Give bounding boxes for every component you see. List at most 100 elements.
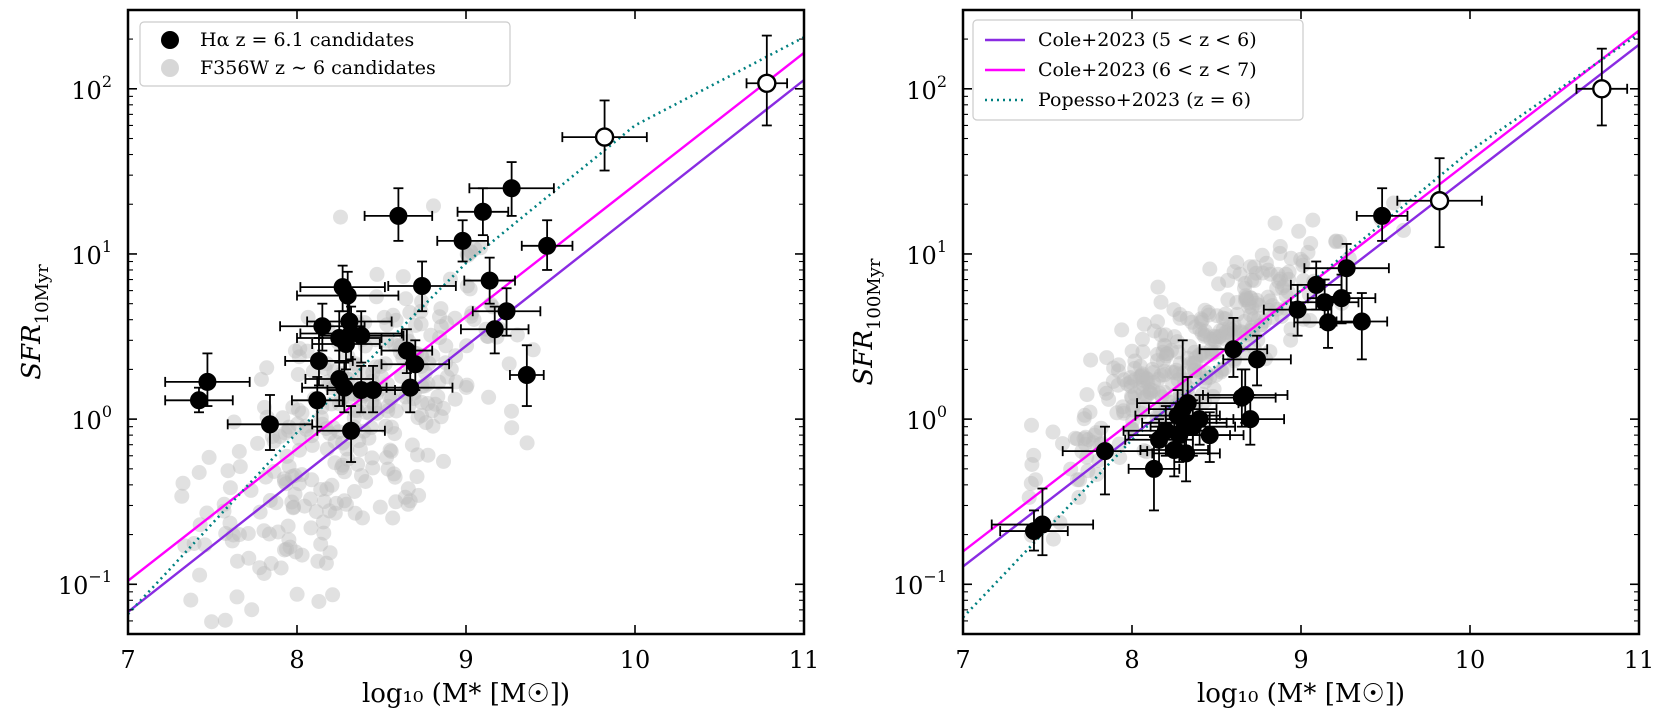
f356w-candidate-point (1023, 475, 1039, 491)
f356w-candidate-point (289, 586, 305, 602)
f356w-candidate-point (1220, 328, 1236, 344)
f356w-candidate-point (1158, 348, 1174, 364)
f356w-candidate-point (1055, 436, 1070, 452)
f356w-candidate-point (291, 442, 307, 458)
f356w-candidate-point (1157, 338, 1173, 354)
f356w-candidate-point (1237, 275, 1253, 291)
f356w-candidate-point (462, 281, 478, 297)
f356w-candidate-point (1169, 334, 1185, 350)
f356w-candidate-point (425, 418, 441, 434)
f356w-candidate-point (268, 495, 284, 511)
f356w-candidate-point (368, 359, 384, 375)
f356w-candidate-point (222, 515, 238, 531)
halpha-candidate-point (1307, 275, 1326, 294)
f356w-candidate-point (1212, 323, 1228, 339)
right-x-axis-label: log₁₀ (M* [M☉]) (1197, 679, 1405, 709)
f356w-candidate-point (466, 312, 482, 327)
f356w-candidate-point (1211, 276, 1227, 292)
f356w-candidate-point (1295, 254, 1311, 270)
f356w-candidate-point (410, 410, 426, 426)
right-y-axis-label: SFR100Myr (849, 258, 885, 385)
f356w-candidate-point (438, 338, 454, 354)
f356w-candidate-point (1255, 265, 1271, 281)
f356w-candidate-point (1142, 385, 1158, 400)
f356w-candidate-point (291, 430, 307, 446)
f356w-candidate-point (421, 355, 437, 371)
legend-marker-f356w (161, 59, 179, 77)
f356w-candidate-point (1281, 271, 1297, 287)
right-legend-frame (972, 19, 1304, 121)
f356w-candidate-point (347, 484, 362, 499)
f356w-candidate-point (1153, 294, 1169, 310)
f356w-candidate-point (270, 524, 286, 540)
f356w-candidate-point (1253, 317, 1269, 333)
f356w-candidate-point (1167, 365, 1182, 381)
f356w-candidate-point (367, 397, 382, 413)
f356w-candidate-point (1110, 377, 1126, 393)
right-legend: Cole+2023 (5 < z < 6) Cole+2023 (6 < z <… (972, 19, 1304, 121)
legend-label-f356w: F356W z ∼ 6 candidates (200, 57, 436, 79)
halpha-candidate-point (1248, 350, 1267, 369)
halpha-candidate-point (1095, 442, 1114, 461)
f356w-candidate-point (1241, 295, 1257, 311)
halpha-candidate-point (189, 391, 208, 410)
f356w-candidate-point (281, 458, 297, 474)
f356w-candidate-point (436, 453, 451, 469)
f356w-candidate-point (1201, 304, 1216, 320)
f356w-candidate-point (299, 343, 315, 359)
f356w-candidate-point (1187, 319, 1203, 335)
f356w-candidate-point (297, 498, 312, 514)
f356w-candidate-point (1167, 329, 1182, 345)
f356w-candidate-point (1246, 311, 1262, 327)
f356w-candidate-point (192, 567, 208, 583)
f356w-candidate-point (439, 369, 455, 385)
f356w-candidate-point (350, 456, 366, 472)
left-ytick-label: 102 (71, 72, 112, 105)
f356w-candidate-point (1024, 417, 1039, 433)
f356w-candidate-point (304, 437, 320, 453)
f356w-candidate-point (1076, 411, 1092, 427)
f356w-candidate-point (319, 481, 335, 497)
f356w-candidate-point (1079, 387, 1095, 403)
f356w-candidate-point (204, 614, 220, 630)
halpha-candidate-point (308, 391, 327, 410)
f356w-candidate-point (1278, 266, 1294, 282)
f356w-candidate-point (259, 360, 275, 376)
f356w-candidate-point (220, 463, 236, 479)
f356w-candidate-point (263, 556, 279, 571)
f356w-candidate-point (288, 544, 304, 560)
f356w-candidate-point (1164, 342, 1179, 358)
f356w-candidate-point (1127, 353, 1143, 369)
f356w-candidate-point (366, 399, 382, 415)
f356w-candidate-point (1205, 388, 1221, 404)
f356w-candidate-point (1218, 311, 1234, 327)
f356w-candidate-point (278, 476, 294, 492)
legend-label-popesso: Popesso+2023 (z = 6) (1038, 89, 1251, 111)
f356w-candidate-point (1232, 266, 1248, 282)
f356w-candidate-point (333, 209, 348, 225)
left-x-axis-label: log₁₀ (M* [M☉]) (362, 679, 570, 709)
f356w-candidate-point (1208, 329, 1224, 345)
right-ticks (962, 9, 1640, 635)
f356w-candidate-point (382, 389, 398, 405)
f356w-candidate-point (423, 327, 439, 343)
f356w-candidate-point (287, 486, 303, 502)
f356w-candidate-point (1305, 212, 1321, 228)
f356w-candidate-point (281, 423, 296, 438)
f356w-candidate-point (1244, 272, 1260, 288)
f356w-candidate-point (372, 358, 388, 374)
f356w-candidate-point (1269, 280, 1285, 296)
halpha-candidate-point (342, 421, 361, 440)
f356w-candidate-point (313, 410, 329, 425)
f356w-candidate-point (1276, 278, 1292, 294)
f356w-candidate-point (1193, 311, 1209, 327)
f356w-candidate-point (443, 361, 459, 377)
f356w-candidate-point (1109, 405, 1125, 421)
f356w-candidate-point (1150, 279, 1166, 295)
f356w-candidate-point (1155, 344, 1171, 360)
f356w-candidate-point (191, 465, 207, 480)
halpha-candidate-point (497, 302, 516, 321)
f356w-candidate-point (1052, 514, 1068, 530)
f356w-candidate-point (1071, 489, 1087, 505)
f356w-candidate-point (364, 450, 380, 466)
